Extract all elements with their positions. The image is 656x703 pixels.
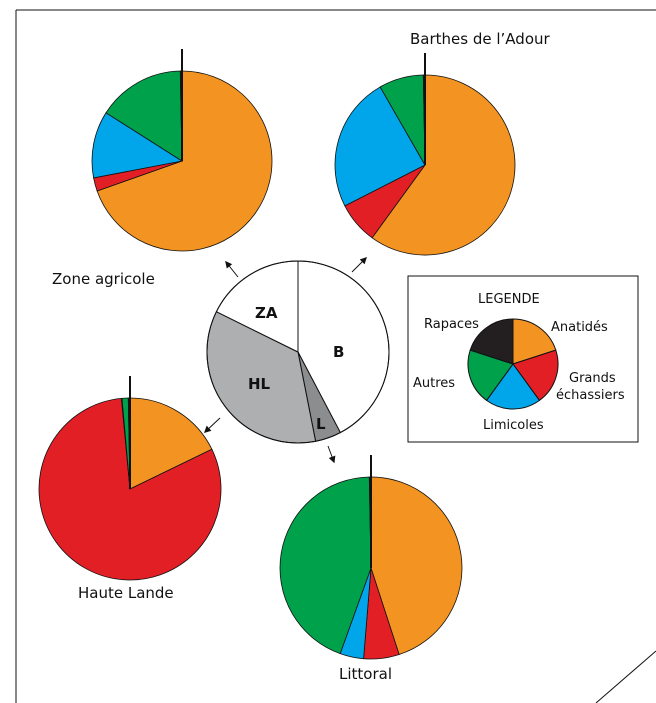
pie-littoral-slice-autres [279,476,372,655]
pie-legend-slice-limicoles [485,363,541,410]
central-label-l: L [316,415,326,433]
pie-barthes-slice-anatides [371,74,516,256]
arrow-to-zone-agricole [225,260,239,278]
legend-label-autres: Autres [413,376,455,391]
legend-label-echassiers: échassiers [556,388,625,403]
label-haute-lande: Haute Lande [78,584,174,602]
pie-legend-slice-anatides [512,318,557,365]
legend-label-limicoles: Limicoles [483,418,544,433]
pie-littoral [279,455,463,660]
pie-legend-slice-grands-echassiers [512,349,559,402]
label-barthes-de-l-adour: Barthes de l’Adour [410,30,551,48]
pie-barthes-de-l-adour [334,53,516,256]
legend-label-grands: Grands [569,371,616,386]
pie-zone-agricole-slice-anatides [96,70,273,252]
legend-box: LEGENDE Rapaces Anatidés Autres Grands é… [407,275,639,443]
central-label-hl: HL [248,375,271,393]
pie-littoral-slice-anatides [370,476,463,656]
pie-zone-agricole-slice-autres [105,70,183,162]
arrow-to-barthes [351,257,367,273]
pie-haute-lande-slice-grands-echassiers [38,397,222,581]
legend-title: LEGENDE [478,292,540,307]
pie-central-outline [206,260,390,444]
pie-haute-lande [38,376,222,581]
legend-label-anatides: Anatidés [551,320,608,335]
pie-central-zones [206,260,390,444]
central-label-b: B [333,343,344,361]
pie-haute-lande-slice-anatides [129,397,213,490]
pie-barthes-slice-limicoles [334,86,426,207]
central-label-za: ZA [255,304,278,322]
pie-zone-agricole-slice-limicoles [91,112,184,179]
label-zone-agricole: Zone agricole [52,270,155,288]
pie-legend-slice-rapaces [469,318,514,365]
arrow-to-littoral [327,445,336,464]
legend-label-rapaces: Rapaces [424,317,479,332]
frame-diagonal [595,650,656,703]
arrow-to-haute-lande [203,417,221,433]
pie-zone-agricole [91,49,273,252]
pie-legend-slice-autres [467,349,514,402]
pie-legend [467,318,559,410]
label-littoral: Littoral [339,665,392,683]
